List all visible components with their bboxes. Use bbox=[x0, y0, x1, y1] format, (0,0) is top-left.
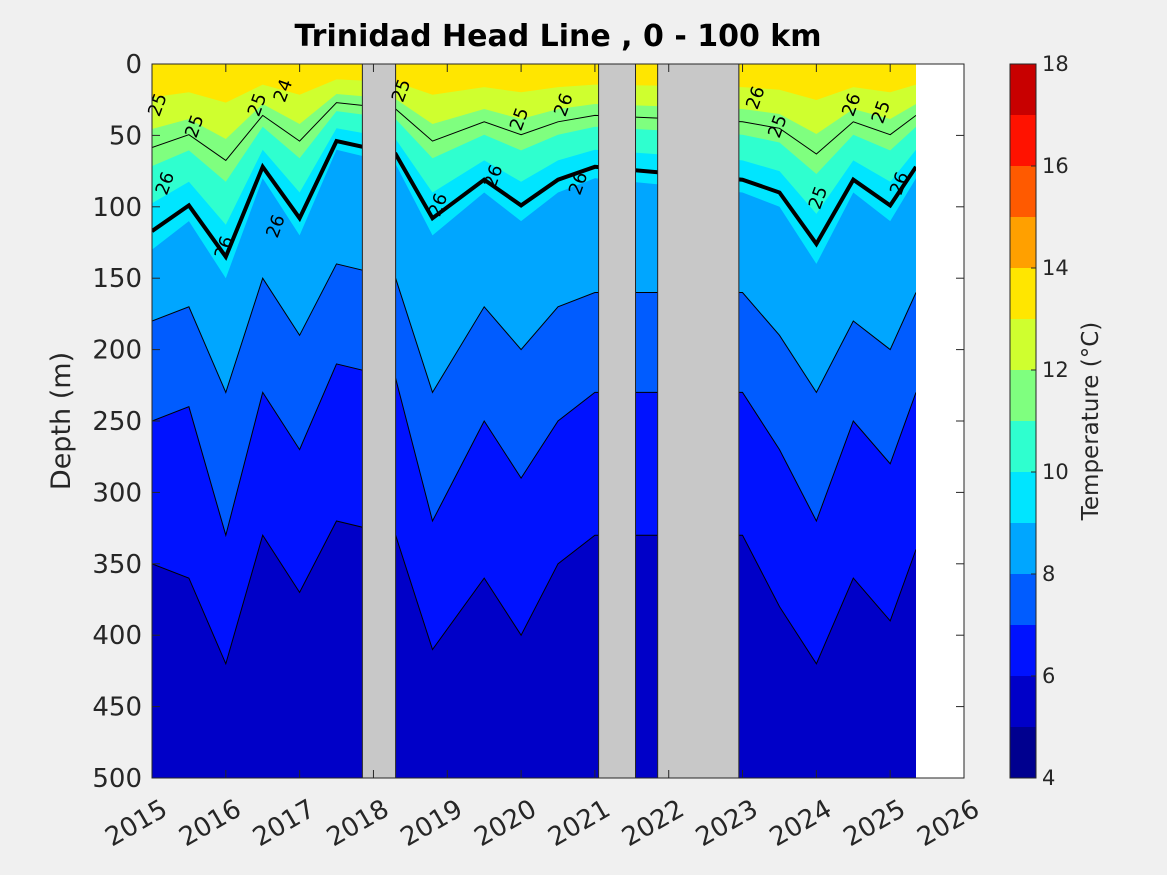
y-tick-label: 50 bbox=[109, 121, 142, 151]
x-tick-label: 2017 bbox=[248, 794, 320, 853]
isopycnal-25-line bbox=[152, 102, 917, 162]
isotherm-line-t6 bbox=[152, 520, 917, 666]
y-tick-label: 500 bbox=[92, 764, 142, 794]
colorbar-swatch bbox=[1010, 676, 1036, 727]
no-data-period bbox=[657, 63, 740, 779]
colorbar-tick-label: 18 bbox=[1042, 52, 1069, 76]
colorbar: 4 6 8 10 12 14 16 18 bbox=[1009, 52, 1069, 790]
colorbar-frame bbox=[1009, 63, 1037, 779]
y-tick-label: 0 bbox=[125, 50, 142, 80]
x-tick-label: 2015 bbox=[100, 794, 172, 853]
colorbar-swatch bbox=[1010, 523, 1036, 574]
colorbar-swatch bbox=[1010, 319, 1036, 370]
x-tick-label: 2020 bbox=[469, 794, 541, 853]
isopycnal-26-line bbox=[152, 138, 918, 261]
colorbar-swatch bbox=[1010, 370, 1036, 421]
x-tick-label: 2024 bbox=[765, 794, 837, 853]
colorbar-swatch bbox=[1010, 166, 1036, 217]
x-tick-label: 2019 bbox=[396, 794, 468, 853]
y-tick-label: 150 bbox=[92, 264, 142, 294]
y-tick-label: 100 bbox=[92, 193, 142, 223]
colorbar-tick-label: 12 bbox=[1042, 358, 1069, 382]
colorbar-tick-label: 14 bbox=[1042, 256, 1069, 280]
y-axis: 0 50 100 150 200 250 300 350 400 450 500 bbox=[92, 50, 964, 794]
colorbar-swatch bbox=[1010, 472, 1036, 523]
colorbar-swatch bbox=[1010, 217, 1036, 268]
colorbar-swatch bbox=[1010, 727, 1036, 778]
colorbar-swatch bbox=[1010, 115, 1036, 166]
x-tick-label: 2021 bbox=[543, 794, 615, 853]
no-data-regions bbox=[361, 63, 964, 779]
colorbar-tick-label: 4 bbox=[1042, 766, 1055, 790]
x-tick-label: 2018 bbox=[322, 794, 394, 853]
y-tick-label: 300 bbox=[92, 478, 142, 508]
colorbar-swatch bbox=[1010, 574, 1036, 625]
y-tick-label: 250 bbox=[92, 407, 142, 437]
colorbar-tick-label: 6 bbox=[1042, 664, 1055, 688]
x-tick-label: 2025 bbox=[839, 794, 911, 853]
y-tick-label: 450 bbox=[92, 693, 142, 723]
y-axis-title: Depth (m) bbox=[46, 352, 77, 490]
isotherm-line-t8 bbox=[152, 263, 917, 394]
temperature-field bbox=[152, 64, 918, 778]
colorbar-swatch bbox=[1010, 421, 1036, 472]
no-data-period bbox=[361, 63, 397, 779]
no-data-period bbox=[598, 63, 637, 779]
x-tick-label: 2022 bbox=[617, 794, 689, 853]
isotherm-line-t7 bbox=[152, 363, 917, 538]
colorbar-swatch bbox=[1010, 268, 1036, 319]
y-tick-label: 350 bbox=[92, 550, 142, 580]
x-tick-label: 2023 bbox=[691, 794, 763, 853]
colorbar-tick-label: 16 bbox=[1042, 154, 1069, 178]
x-tick-label: 2026 bbox=[912, 794, 984, 853]
colorbar-swatch bbox=[1010, 64, 1036, 115]
colorbar-swatch bbox=[1010, 625, 1036, 676]
colorbar-tick-label: 8 bbox=[1042, 562, 1055, 586]
colorbar-tick-label: 10 bbox=[1042, 460, 1069, 484]
colorbar-title: Temperature (°C) bbox=[1078, 322, 1104, 522]
chart-title: Trinidad Head Line , 0 - 100 km bbox=[294, 19, 821, 54]
x-tick-label: 2016 bbox=[174, 794, 246, 853]
y-tick-label: 400 bbox=[92, 621, 142, 651]
y-tick-label: 200 bbox=[92, 336, 142, 366]
